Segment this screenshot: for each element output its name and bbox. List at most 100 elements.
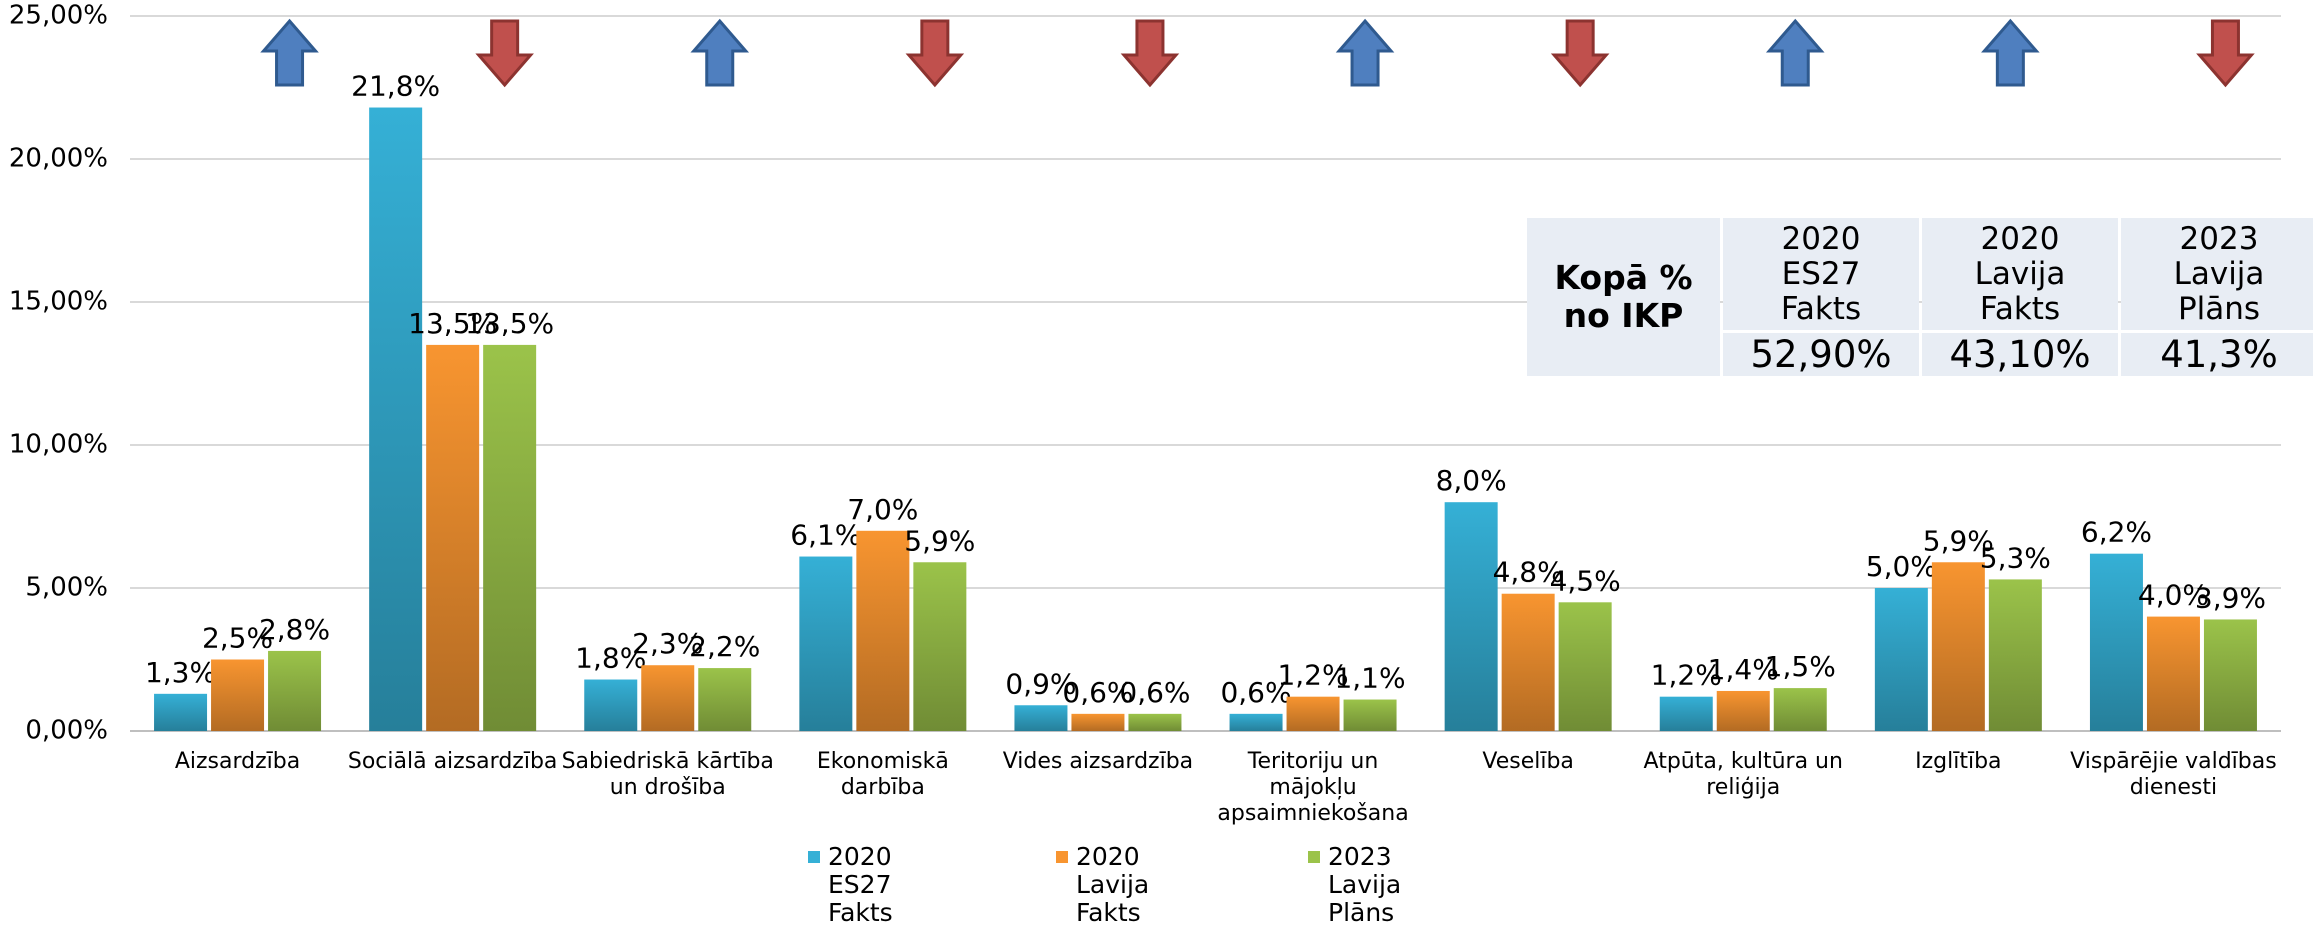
data-label: 4,5%: [1550, 564, 1621, 597]
data-label: 2,2%: [689, 630, 760, 663]
bar: [1229, 713, 1283, 731]
y-tick-label: 5,00%: [25, 573, 108, 603]
bar: [1444, 502, 1498, 731]
bar: [856, 530, 910, 731]
bar: [1931, 562, 1985, 731]
bar: [2146, 616, 2200, 731]
data-label: 5,9%: [904, 524, 975, 557]
y-tick-label: 25,00%: [9, 1, 108, 31]
y-tick-label: 20,00%: [9, 144, 108, 174]
bar: [1874, 588, 1928, 731]
y-tick-label: 10,00%: [9, 430, 108, 460]
data-label: 13,5%: [465, 307, 554, 340]
data-label: 1,1%: [1334, 662, 1405, 695]
legend-label: 2020 Lavija Fakts: [1076, 842, 1150, 927]
data-label: 0,6%: [1062, 676, 1133, 709]
legend-item: 2020 Lavija Fakts: [1056, 843, 1149, 927]
bar: [1501, 593, 1555, 731]
bar: [426, 344, 480, 731]
bar: [584, 679, 638, 731]
arrow-down: [2196, 19, 2255, 88]
legend-item: 2023 Lavija Plāns: [1308, 843, 1401, 927]
bar: [154, 693, 208, 731]
data-label: 0,6%: [1220, 676, 1291, 709]
data-label: 13,5%: [408, 307, 497, 340]
bar: [211, 659, 265, 731]
table-title-cell: Kopā % no IKP: [1527, 218, 1720, 376]
bar: [268, 650, 322, 731]
data-label: 4,0%: [2138, 579, 2209, 612]
table-total: 52,90%: [1723, 333, 1919, 376]
bar: [1659, 696, 1713, 731]
data-label: 3,9%: [2195, 581, 2266, 614]
data-label: 5,0%: [1866, 550, 1937, 583]
data-label: 7,0%: [847, 493, 918, 526]
data-label: 1,8%: [575, 642, 646, 675]
arrow-up: [1765, 18, 1825, 87]
bar: [1558, 602, 1612, 731]
table-header-cell: 2020 Lavija Fakts: [1922, 218, 2118, 330]
table-header-cell: 2020 ES27 Fakts: [1723, 218, 1919, 330]
table-header: 2020 ES27 Fakts: [1780, 220, 1862, 327]
x-tick-label: Veselība: [1482, 749, 1574, 774]
data-label: 5,9%: [1923, 524, 1994, 557]
x-tick-label: Aizsardzība: [174, 749, 301, 774]
data-label: 2,3%: [632, 627, 703, 660]
data-label: 4,8%: [1493, 556, 1564, 589]
data-label: 6,1%: [790, 519, 861, 552]
x-tick-label: Sabiedriskā kārtība un drošība: [561, 749, 774, 800]
bar: [913, 562, 967, 731]
summary-table: Kopā % no IKP 2020 ES27 Fakts 2020 Lavija…: [1527, 218, 2313, 376]
bar: [2089, 553, 2143, 731]
legend-label: 2020 ES27 Fakts: [828, 842, 893, 927]
bar: [1988, 579, 2042, 731]
legend-swatch: [808, 851, 820, 863]
x-tick-label: Ekonomiskā darbība: [816, 749, 949, 800]
bar: [1343, 699, 1397, 731]
x-tick-label: Sociālā aizsardzība: [347, 749, 558, 774]
data-label: 2,5%: [202, 622, 273, 655]
bar: [799, 556, 853, 731]
legend-swatch: [1056, 851, 1068, 863]
legend-swatch: [1308, 851, 1320, 863]
bar: [1128, 713, 1182, 731]
bar: [1716, 690, 1770, 731]
data-label: 1,4%: [1708, 653, 1779, 686]
x-tick-label: Vides aizsardzība: [1002, 749, 1194, 774]
y-tick-label: 15,00%: [9, 287, 108, 317]
data-label: 6,2%: [2081, 516, 2152, 549]
x-tick-label: Izglītība: [1915, 749, 2002, 774]
bar: [369, 107, 423, 731]
data-label: 8,0%: [1436, 464, 1507, 497]
data-label: 1,5%: [1765, 650, 1836, 683]
data-label: 1,2%: [1651, 659, 1722, 692]
data-label: 0,6%: [1119, 676, 1190, 709]
arrow-down: [475, 19, 534, 88]
x-tick-label: Vispārējie valdības dienesti: [2070, 749, 2277, 800]
legend-item: 2020 ES27 Fakts: [808, 843, 893, 927]
table-total: 43,10%: [1922, 333, 2118, 376]
bar: [483, 344, 537, 731]
bar: [1773, 688, 1827, 731]
y-tick-label: 0,00%: [25, 716, 108, 746]
table-header: 2023 Lavija Plāns: [2173, 220, 2265, 327]
data-label: 1,2%: [1277, 659, 1348, 692]
bar: [1071, 713, 1125, 731]
data-label: 0,9%: [1005, 667, 1076, 700]
legend-label: 2023 Lavija Plāns: [1328, 842, 1402, 927]
arrow-up: [1335, 18, 1395, 87]
bar: [2203, 619, 2257, 731]
data-label: 5,3%: [1980, 541, 2051, 574]
arrow-down: [905, 19, 965, 88]
arrow-up: [260, 18, 319, 87]
arrow-up: [690, 18, 750, 87]
bar: [641, 665, 695, 731]
table-title: Kopā % no IKP: [1554, 258, 1693, 335]
table-header: 2020 Lavija Fakts: [1974, 220, 2066, 327]
data-label: 1,3%: [145, 656, 216, 689]
table-total: 41,3%: [2121, 333, 2313, 376]
arrow-down: [1120, 19, 1180, 88]
x-tick-label: Teritoriju un mājokļu apsaimniekošana: [1217, 749, 1409, 826]
